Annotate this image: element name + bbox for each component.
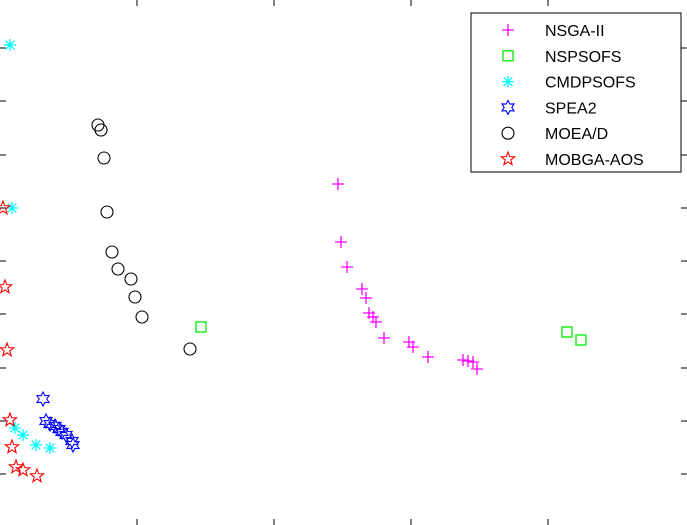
point-moea-d-2	[97, 151, 111, 165]
legend-marker-nspsofs	[502, 50, 514, 62]
legend-marker-mobga-aos	[499, 150, 517, 166]
point-spea2-3	[47, 417, 63, 435]
point-moea-d-7	[128, 290, 142, 304]
point-moea-d-8	[135, 310, 149, 324]
point-cmdpsofs-2	[9, 422, 21, 434]
point-moea-d-1	[94, 123, 108, 137]
legend-marker-spea2	[500, 99, 516, 116]
series-nsga-ii	[332, 178, 483, 375]
point-nsga-ii-13	[462, 355, 474, 367]
point-mobga-aos-6	[14, 461, 32, 477]
series-mobga-aos	[0, 199, 46, 483]
legend-label-moea-d: MOEA/D	[545, 126, 608, 143]
point-mobga-aos-7	[28, 467, 46, 483]
point-nsga-ii-0	[332, 178, 344, 190]
point-cmdpsofs-3	[17, 429, 29, 441]
point-nspsofs-1	[561, 326, 573, 338]
series-cmdpsofs	[4, 39, 56, 454]
point-cmdpsofs-4	[30, 439, 42, 451]
legend-label-mobga-aos: MOBGA-AOS	[545, 152, 644, 169]
point-spea2-8	[65, 436, 81, 454]
point-nspsofs-2	[575, 334, 587, 346]
point-mobga-aos-2	[0, 341, 16, 357]
point-nspsofs-0	[195, 321, 207, 333]
point-nsga-ii-10	[407, 341, 419, 353]
point-moea-d-4	[105, 245, 119, 259]
point-cmdpsofs-5	[44, 442, 56, 454]
point-nsga-ii-6	[367, 311, 379, 323]
legend-label-nspsofs: NSPSOFS	[545, 49, 621, 66]
point-mobga-aos-0	[0, 199, 12, 215]
point-nsga-ii-8	[378, 332, 390, 344]
point-spea2-7	[64, 432, 80, 450]
point-spea2-5	[54, 423, 70, 441]
point-mobga-aos-3	[1, 411, 19, 427]
point-nsga-ii-1	[335, 236, 347, 248]
legend-label-spea2: SPEA2	[545, 100, 597, 117]
point-moea-d-9	[183, 342, 197, 356]
point-moea-d-6	[124, 272, 138, 286]
legend-marker-cmdpsofs	[502, 75, 514, 88]
point-nsga-ii-4	[360, 292, 372, 304]
point-mobga-aos-4	[3, 438, 21, 454]
legend-marker-nsga-ii	[502, 24, 514, 36]
point-spea2-4	[51, 420, 67, 438]
point-moea-d-5	[111, 262, 125, 276]
point-nsga-ii-14	[467, 356, 479, 368]
point-spea2-1	[38, 412, 54, 430]
point-moea-d-3	[100, 205, 114, 219]
point-nsga-ii-15	[471, 363, 483, 375]
point-mobga-aos-1	[0, 278, 14, 294]
legend-label-cmdpsofs: CMDPSOFS	[545, 75, 636, 92]
point-nsga-ii-12	[457, 354, 469, 366]
point-nsga-ii-7	[370, 316, 382, 328]
legend-label-nsga-ii: NSGA-II	[545, 23, 605, 40]
legend-marker-moea-d	[501, 126, 515, 140]
series-moea-d	[91, 118, 197, 356]
point-spea2-6	[58, 426, 74, 444]
point-mobga-aos-5	[7, 458, 25, 474]
point-nsga-ii-3	[356, 283, 368, 295]
point-nsga-ii-11	[422, 351, 434, 363]
legend: NSGA-II NSPSOFS CMDPSOFS SPEA2 MOEA/D MOBGA-A…	[470, 12, 682, 173]
plot-marks	[0, 39, 587, 483]
legend-box	[470, 12, 682, 173]
series-spea2	[35, 390, 81, 454]
point-cmdpsofs-1	[6, 202, 18, 214]
point-cmdpsofs-0	[4, 39, 16, 51]
series-nspsofs	[195, 321, 587, 346]
point-spea2-0	[35, 390, 51, 408]
point-nsga-ii-2	[341, 261, 353, 273]
